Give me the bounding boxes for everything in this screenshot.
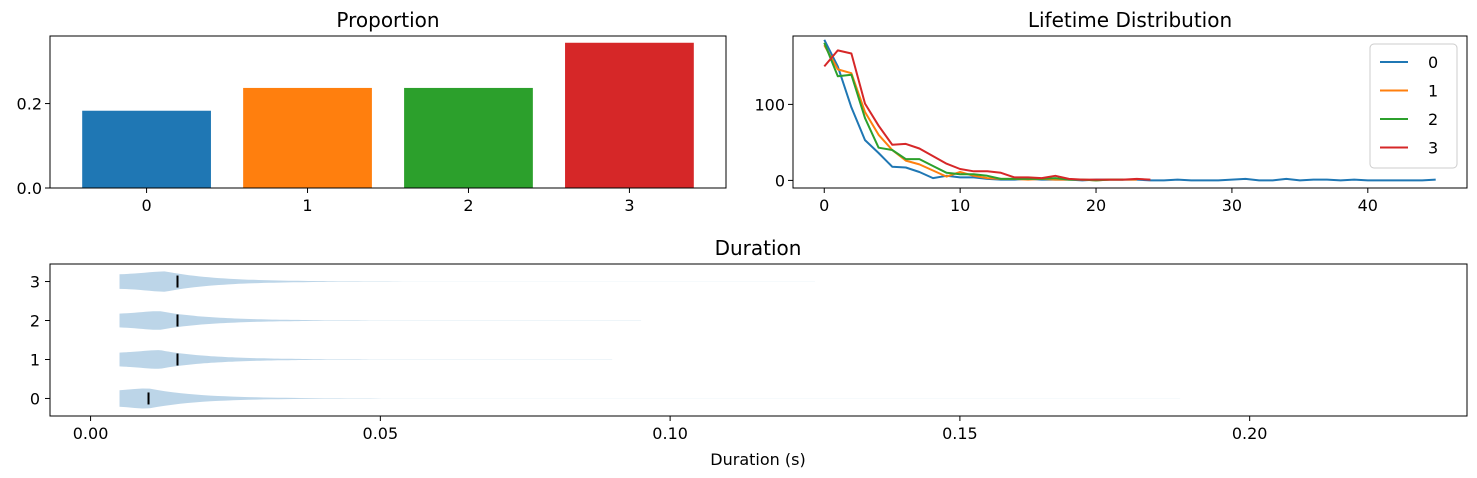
y-tick-label-100: 100 xyxy=(754,95,785,114)
legend-label-1: 1 xyxy=(1428,82,1438,101)
y-tick-label-0.0: 0.0 xyxy=(17,179,42,198)
x-tick-label-40: 40 xyxy=(1358,196,1378,215)
violin-1 xyxy=(119,350,613,369)
y-tick-label-0.2: 0.2 xyxy=(17,95,42,114)
lifetime-title: Lifetime Distribution xyxy=(1028,8,1232,32)
x-tick-label-1: 1 xyxy=(302,196,312,215)
y-tick-label-3: 3 xyxy=(30,273,40,292)
x-tick-label-0.15: 0.15 xyxy=(942,424,978,443)
duration-xlabel: Duration (s) xyxy=(710,450,805,469)
violin-3 xyxy=(119,271,815,292)
violin-2 xyxy=(119,311,642,330)
x-tick-label-0.05: 0.05 xyxy=(363,424,399,443)
lifetime-frame xyxy=(792,35,1468,189)
legend-label-0: 0 xyxy=(1428,53,1438,72)
violin-0 xyxy=(119,388,1181,409)
y-tick-label-2: 2 xyxy=(30,312,40,331)
duration-chart: Duration 0.00 0.05 0.10 0.15 0.20 0 1 2 3 Durati… xyxy=(30,236,1468,469)
x-tick-label-20: 20 xyxy=(1086,196,1106,215)
legend-box xyxy=(1369,43,1458,169)
bar-2 xyxy=(404,87,533,188)
bar-3 xyxy=(565,42,694,188)
x-tick-label-0.00: 0.00 xyxy=(73,424,109,443)
x-tick-label-0.20: 0.20 xyxy=(1232,424,1268,443)
x-tick-label-0: 0 xyxy=(141,196,151,215)
bar-1 xyxy=(243,87,372,188)
series-line-3 xyxy=(823,49,1151,181)
x-tick-label-3: 3 xyxy=(624,196,634,215)
legend-label-2: 2 xyxy=(1428,110,1438,129)
duration-title: Duration xyxy=(715,236,802,260)
y-tick-label-1: 1 xyxy=(30,350,40,369)
y-tick-label-0: 0 xyxy=(775,171,785,190)
y-tick-label-0: 0 xyxy=(30,389,40,408)
x-tick-label-0: 0 xyxy=(819,196,829,215)
x-tick-label-10: 10 xyxy=(950,196,970,215)
proportion-frame xyxy=(49,35,727,189)
proportion-title: Proportion xyxy=(336,8,439,32)
duration-frame xyxy=(49,263,1468,417)
legend-label-3: 3 xyxy=(1428,139,1438,158)
lifetime-chart: Lifetime Distribution 0 10 20 30 40 0 100 0 1 2 3 xyxy=(754,8,1468,215)
x-tick-label-30: 30 xyxy=(1222,196,1242,215)
x-tick-label-0.10: 0.10 xyxy=(652,424,688,443)
x-tick-label-2: 2 xyxy=(463,196,473,215)
proportion-chart: Proportion 0 1 2 3 0.0 0.2 xyxy=(17,8,727,215)
bar-0 xyxy=(82,110,211,188)
